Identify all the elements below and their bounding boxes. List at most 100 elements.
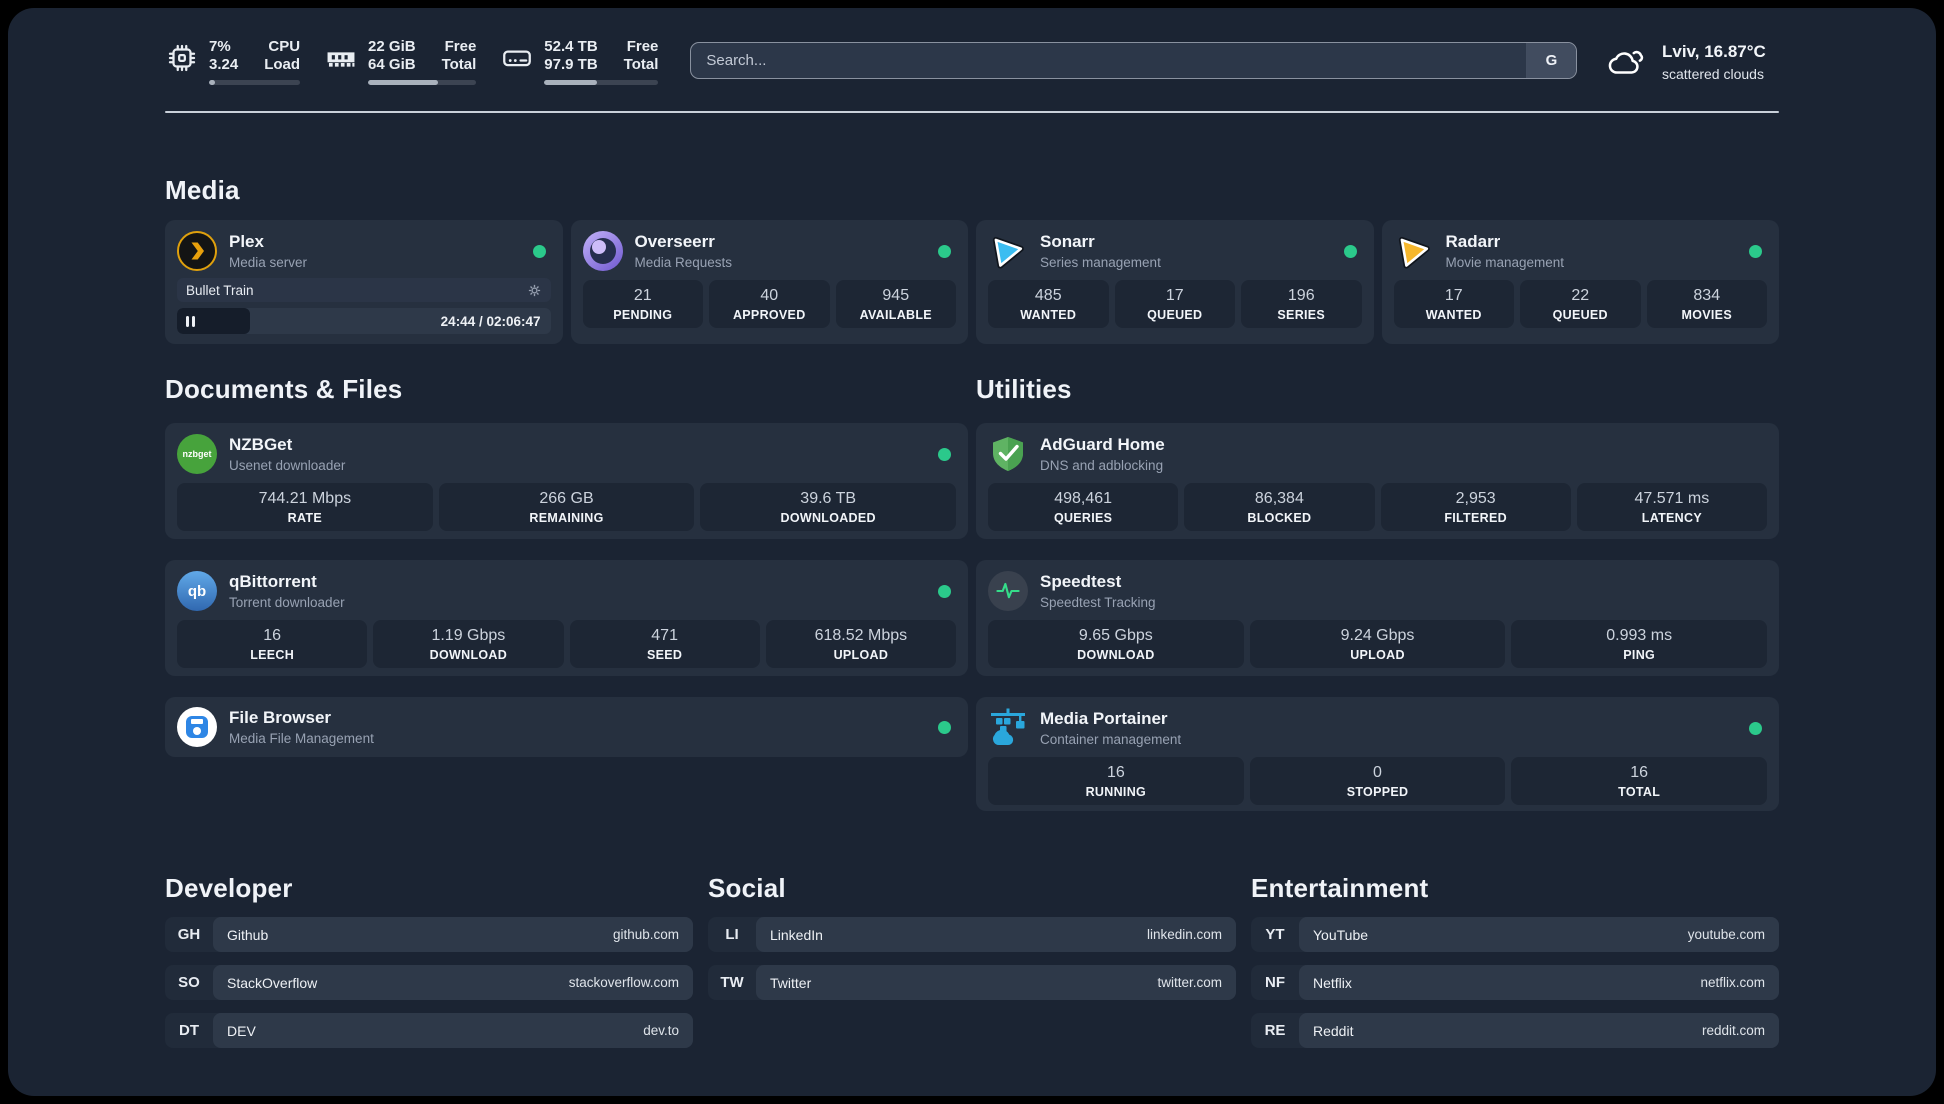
link-url: reddit.com (1701, 1023, 1765, 1038)
stat-tile: 744.21 Mbps RATE (177, 483, 433, 531)
card-nzbget[interactable]: nzbget NZBGet Usenet downloader 744.21 M… (165, 423, 968, 539)
adguard-icon (988, 434, 1028, 474)
card-overseerr[interactable]: Overseerr Media Requests 21 PENDING 40 A… (570, 220, 968, 344)
card-subtitle: Series management (1040, 255, 1161, 270)
stat-label: UPLOAD (833, 647, 889, 662)
memory-progress-fill (368, 80, 439, 85)
stat-tile: 17 QUEUED (1114, 280, 1235, 328)
stat-label: DOWNLOAD (1077, 647, 1155, 662)
link-abbr: DT (179, 1022, 199, 1039)
link-url: twitter.com (1157, 975, 1222, 990)
link-netflix[interactable]: NF Netflix netflix.com (1251, 965, 1779, 1000)
card-title: File Browser (229, 708, 332, 727)
stream-settings-icon[interactable] (527, 283, 542, 298)
stat-value: 498,461 (1054, 489, 1113, 507)
stat-label: RATE (287, 510, 322, 525)
stat-tile: 9.65 Gbps DOWNLOAD (988, 620, 1244, 668)
pause-icon[interactable] (186, 315, 195, 327)
stat-value: 17 (1165, 286, 1184, 304)
stat-value: 16 (1106, 763, 1125, 781)
search-input[interactable] (691, 52, 1526, 69)
weather-condition: scattered clouds (1662, 66, 1764, 82)
link-abbr: NF (1265, 974, 1285, 991)
disk-free-value: 52.4 TB (544, 38, 598, 55)
stat-label: QUERIES (1053, 510, 1113, 525)
search-engine-button[interactable]: G (1526, 43, 1576, 78)
stat-label: AVAILABLE (859, 307, 932, 322)
stat-label: SEED (647, 647, 683, 662)
card-title: qBittorrent (229, 572, 317, 591)
stat-value: 40 (760, 286, 779, 304)
card-plex[interactable]: Plex Media server Bullet Train (165, 220, 563, 344)
memory-total-label: Total (441, 56, 477, 73)
cpu-usage-label: CPU (268, 38, 301, 55)
search-bar: G (690, 42, 1577, 79)
cpu-icon (165, 38, 199, 85)
status-dot-online (1343, 244, 1357, 258)
link-name: Netflix (1313, 974, 1352, 991)
stat-label: LEECH (250, 647, 295, 662)
stat-tile: 485 WANTED (988, 280, 1109, 328)
card-title: Plex (229, 232, 264, 251)
disk-progress-bar (544, 80, 659, 85)
memory-icon (324, 38, 358, 85)
card-radarr[interactable]: Radarr Movie management 17 WANTED 22 QUE… (1381, 220, 1779, 344)
cpu-monitor: 7% 3.24 CPU Load (165, 38, 301, 85)
card-subtitle: Media Requests (634, 255, 733, 270)
card-portainer[interactable]: Media Portainer Container management 16 … (976, 697, 1779, 811)
stat-tile: 0 STOPPED (1249, 757, 1506, 805)
stat-value: 196 (1287, 286, 1315, 304)
link-url: netflix.com (1700, 975, 1765, 990)
stat-value: 9.24 Gbps (1340, 626, 1415, 644)
stat-tile: 16 LEECH (177, 620, 368, 668)
card-adguard[interactable]: AdGuard Home DNS and adblocking 498,461 … (976, 423, 1779, 539)
status-dot-online (1749, 721, 1762, 735)
card-title: Speedtest (1040, 572, 1122, 591)
memory-monitor: 22 GiB 64 GiB Free Total (324, 38, 477, 85)
stat-value: 39.6 TB (800, 489, 857, 507)
stat-value: 1.19 Gbps (431, 626, 506, 644)
stat-value: 618.52 Mbps (814, 626, 908, 644)
stat-label: QUEUED (1552, 307, 1608, 322)
weather-widget: Lviv, 16.87°C scattered clouds (1607, 38, 1779, 85)
stat-tile: 47.571 ms LATENCY (1576, 483, 1767, 531)
sonarr-icon (988, 231, 1028, 271)
stat-label: DOWNLOAD (429, 647, 508, 662)
now-playing-row: Bullet Train (177, 278, 551, 302)
stat-label: DOWNLOADED (780, 510, 876, 525)
link-abbr: YT (1265, 926, 1285, 943)
stat-tile: 834 MOVIES (1646, 280, 1767, 328)
radarr-icon (1394, 231, 1434, 271)
playback-progress-bar[interactable]: 24:44 / 02:06:47 (177, 308, 551, 334)
disk-free-label: Free (626, 38, 659, 55)
link-stackoverflow[interactable]: SO StackOverflow stackoverflow.com (165, 965, 693, 1000)
stat-label: WANTED (1425, 307, 1482, 322)
stat-tile: 39.6 TB DOWNLOADED (700, 483, 957, 531)
link-dev[interactable]: DT DEV dev.to (165, 1013, 693, 1048)
link-youtube[interactable]: YT YouTube youtube.com (1251, 917, 1779, 952)
link-abbr: TW (720, 974, 744, 991)
stat-value: 86,384 (1254, 489, 1304, 507)
link-github[interactable]: GH Github github.com (165, 917, 693, 952)
card-filebrowser[interactable]: File Browser Media File Management (165, 697, 968, 757)
status-dot-online (1749, 244, 1762, 258)
stat-value: 834 (1693, 286, 1721, 304)
link-linkedin[interactable]: LI LinkedIn linkedin.com (708, 917, 1236, 952)
qbittorrent-icon: qb (177, 571, 217, 611)
card-subtitle: DNS and adblocking (1040, 458, 1164, 473)
section-title-developer: Developer (165, 873, 293, 903)
stat-tile: 498,461 QUERIES (988, 483, 1179, 531)
card-subtitle: Media server (229, 255, 308, 270)
stat-value: 471 (651, 626, 678, 644)
link-reddit[interactable]: RE Reddit reddit.com (1251, 1013, 1779, 1048)
card-speedtest[interactable]: Speedtest Speedtest Tracking 9.65 Gbps D… (976, 560, 1779, 676)
status-dot-online (938, 720, 951, 734)
card-qbittorrent[interactable]: qb qBittorrent Torrent downloader 16 LEE… (165, 560, 968, 676)
memory-free-value: 22 GiB (368, 38, 416, 55)
stat-label: QUEUED (1147, 307, 1203, 322)
link-name: DEV (227, 1022, 256, 1039)
stat-value: 9.65 Gbps (1078, 626, 1153, 644)
card-sonarr[interactable]: Sonarr Series management 485 WANTED 17 Q… (976, 220, 1374, 344)
link-url: linkedin.com (1146, 927, 1222, 942)
link-twitter[interactable]: TW Twitter twitter.com (708, 965, 1236, 1000)
